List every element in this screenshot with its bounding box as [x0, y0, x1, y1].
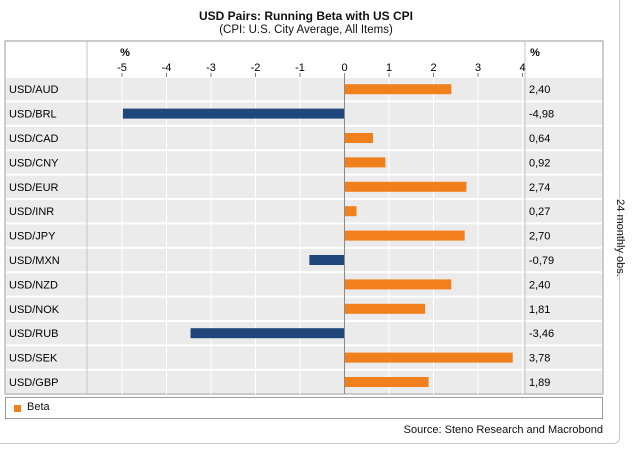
- value-label: 0,92: [529, 157, 550, 169]
- chart-frame: [0, 0, 620, 444]
- source-note: Source: Steno Research and Macrobond: [403, 424, 603, 436]
- value-label: 1,81: [529, 304, 550, 316]
- value-label: -0,79: [529, 255, 554, 267]
- legend: Beta: [5, 397, 603, 419]
- bar-usd-rub: [190, 328, 345, 339]
- category-label: USD/NOK: [9, 304, 60, 316]
- value-label: 2,74: [529, 182, 550, 194]
- x-tick-label: 2: [430, 62, 436, 74]
- chart-subtitle: (CPI: U.S. City Average, All Items): [219, 24, 393, 36]
- value-label: 2,40: [529, 279, 550, 291]
- value-label: 2,40: [529, 84, 550, 96]
- row-band: [6, 370, 602, 394]
- category-label: USD/NZD: [9, 279, 58, 291]
- row-band: [6, 200, 602, 223]
- value-column-unit: %: [530, 47, 540, 59]
- value-label: 1,89: [529, 377, 550, 389]
- bar-usd-jpy: [344, 230, 465, 241]
- row-band: [6, 224, 602, 247]
- row-band: [6, 78, 602, 101]
- legend-label-beta: Beta: [27, 401, 50, 413]
- x-tick-label: -2: [251, 62, 261, 74]
- chart-title: USD Pairs: Running Beta with US CPI: [198, 9, 414, 23]
- bar-usd-cny: [344, 157, 386, 168]
- bar-usd-eur: [344, 181, 467, 192]
- category-label: USD/CNY: [9, 157, 59, 169]
- value-label: -4,98: [529, 109, 554, 121]
- category-label: USD/RUB: [9, 328, 59, 340]
- x-tick-label: 1: [386, 62, 392, 74]
- x-tick-label: 0: [341, 62, 347, 74]
- row-band: [6, 175, 602, 198]
- category-label: USD/EUR: [9, 182, 59, 194]
- value-label: -3,46: [529, 328, 554, 340]
- x-tick-label: 4: [519, 62, 525, 74]
- x-tick-label: -3: [206, 62, 216, 74]
- x-tick-label: -5: [117, 62, 127, 74]
- row-band: [6, 151, 602, 174]
- category-label: USD/INR: [9, 206, 54, 218]
- bar-usd-sek: [344, 352, 513, 363]
- value-label: 0,27: [529, 206, 550, 218]
- value-label: 2,70: [529, 231, 550, 243]
- category-label: USD/GBP: [9, 377, 59, 389]
- category-label: USD/AUD: [9, 84, 59, 96]
- x-tick-label: -4: [162, 62, 172, 74]
- row-band: [6, 126, 602, 150]
- row-band: [6, 346, 602, 369]
- category-label: USD/JPY: [9, 231, 56, 243]
- bar-usd-aud: [344, 84, 452, 95]
- x-tick-label: 3: [475, 62, 481, 74]
- bar-usd-nzd: [344, 279, 452, 290]
- row-band: [6, 297, 602, 320]
- observations-note: 24 monthly obs.: [614, 199, 626, 277]
- bar-usd-mxn: [309, 255, 345, 265]
- bar-usd-brl: [122, 108, 345, 119]
- row-band: [6, 248, 602, 272]
- bar-usd-gbp: [344, 377, 429, 387]
- x-axis-unit: %: [120, 47, 130, 59]
- category-label: USD/BRL: [9, 109, 57, 121]
- value-label: 3,78: [529, 353, 550, 365]
- bar-usd-cad: [344, 133, 373, 143]
- x-tick-label: -1: [295, 62, 305, 74]
- value-label: 0,64: [529, 133, 550, 145]
- category-label: USD/MXN: [9, 255, 60, 267]
- bar-usd-nok: [344, 303, 426, 314]
- category-label: USD/SEK: [9, 353, 58, 365]
- legend-swatch-beta: [14, 405, 21, 412]
- bar-usd-inr: [344, 206, 357, 217]
- row-band: [6, 273, 602, 296]
- category-label: USD/CAD: [9, 133, 59, 145]
